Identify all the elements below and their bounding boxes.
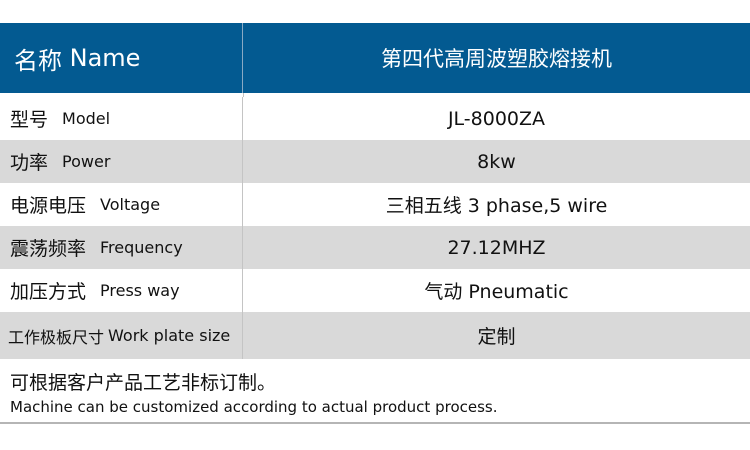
row-label-cn: 加压方式 [10, 281, 87, 303]
row-label-cn: 功率 [10, 152, 49, 174]
spec-table: 型号 Model JL-8000ZA 功率 Power 8kw 电源电压 Voltag… [0, 97, 750, 359]
row-value: 气动 Pneumatic [424, 281, 569, 303]
row-label-en: Frequency [100, 238, 183, 257]
row-label-en: Work plate size [108, 326, 231, 345]
divider [243, 93, 244, 97]
row-value: 8kw [477, 150, 516, 173]
row-label-en: Press way [100, 281, 180, 300]
note-en: Machine can be customized according to a… [10, 398, 498, 416]
header-label: 名称 Name [0, 23, 243, 93]
row-label-en: Voltage [100, 195, 161, 214]
row-label-cn: 电源电压 [10, 195, 87, 217]
header-label-cn: 名称 [14, 46, 62, 75]
table-row: 工作极板尺寸 Work plate size 定制 [0, 312, 750, 359]
row-label-en: Model [62, 109, 111, 128]
row-value: JL-8000ZA [447, 107, 546, 130]
row-label-cn: 工作极板尺寸 [8, 327, 105, 347]
table-row: 震荡频率 Frequency 27.12MHZ [0, 226, 750, 269]
table-row: 加压方式 Press way 气动 Pneumatic [0, 269, 750, 312]
row-value: 三相五线 3 phase,5 wire [385, 195, 608, 217]
row-value: 27.12MHZ [447, 236, 546, 259]
table-row: 电源电压 Voltage 三相五线 3 phase,5 wire [0, 183, 750, 226]
divider [0, 422, 750, 424]
row-label-en: Power [62, 152, 111, 171]
product-name: 第四代高周波塑胶熔接机 [381, 47, 612, 71]
header-label-en: Name [69, 44, 141, 72]
row-value: 定制 [477, 326, 516, 348]
table-header: 名称 Name 第四代高周波塑胶熔接机 [0, 23, 750, 93]
table-row: 型号 Model JL-8000ZA [0, 97, 750, 140]
note-cn: 可根据客户产品工艺非标订制。 [10, 372, 277, 394]
row-label-cn: 型号 [10, 109, 49, 131]
table-row: 功率 Power 8kw [0, 140, 750, 183]
row-label-cn: 震荡频率 [10, 238, 87, 260]
